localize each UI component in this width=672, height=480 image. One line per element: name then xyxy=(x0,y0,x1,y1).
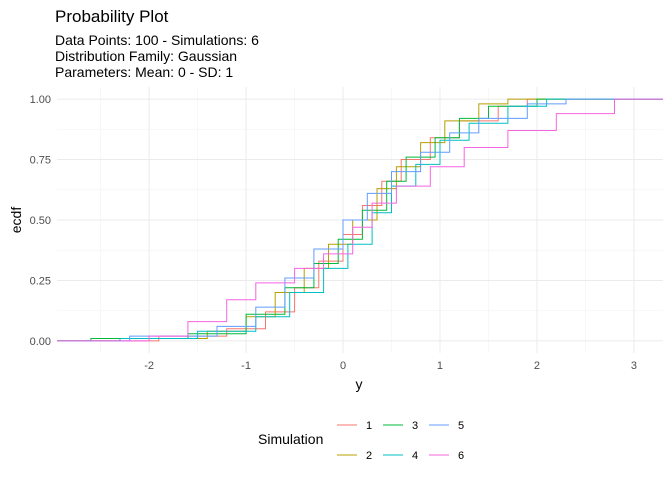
y-axis-title: ecdf xyxy=(8,207,24,234)
legend-title: Simulation xyxy=(258,431,323,447)
y-tick-label: 1.00 xyxy=(30,94,51,106)
x-tick-label: 0 xyxy=(340,360,346,372)
legend-label-1: 1 xyxy=(366,420,372,432)
y-tick-label: 0.00 xyxy=(30,336,51,348)
legend-items: 1 2 3 4 5 6 xyxy=(337,420,464,462)
chart-subtitle-line-3: Parameters: Mean: 0 - SD: 1 xyxy=(55,64,233,80)
series-layer xyxy=(57,98,663,342)
x-axis-title: y xyxy=(356,376,363,392)
chart-subtitle-line-1: Data Points: 100 - Simulations: 6 xyxy=(55,32,259,48)
legend-label-2: 2 xyxy=(366,450,372,462)
legend-label-5: 5 xyxy=(458,420,464,432)
x-tick-labels: -2 -1 0 1 2 3 xyxy=(144,360,637,372)
legend-label-6: 6 xyxy=(458,450,464,462)
x-tick-label: 1 xyxy=(437,360,443,372)
y-tick-labels: 0.00 0.25 0.50 0.75 1.00 xyxy=(30,94,51,348)
chart-subtitle-line-2: Distribution Family: Gaussian xyxy=(55,48,237,64)
ecdf-series-5 xyxy=(57,98,663,342)
x-tick-label: -1 xyxy=(241,360,251,372)
x-tick-label: -2 xyxy=(144,360,154,372)
legend-label-4: 4 xyxy=(412,450,418,462)
ecdf-series-6 xyxy=(57,98,663,342)
y-tick-label: 0.50 xyxy=(30,215,51,227)
x-tick-label: 3 xyxy=(631,360,637,372)
x-tick-label: 2 xyxy=(534,360,540,372)
legend-label-3: 3 xyxy=(412,420,418,432)
chart-title: Probability Plot xyxy=(55,7,169,26)
y-tick-label: 0.75 xyxy=(30,155,51,167)
legend: Simulation 1 2 3 4 5 6 xyxy=(258,420,464,462)
y-tick-label: 0.25 xyxy=(30,275,51,287)
ecdf-series-4 xyxy=(57,98,663,342)
